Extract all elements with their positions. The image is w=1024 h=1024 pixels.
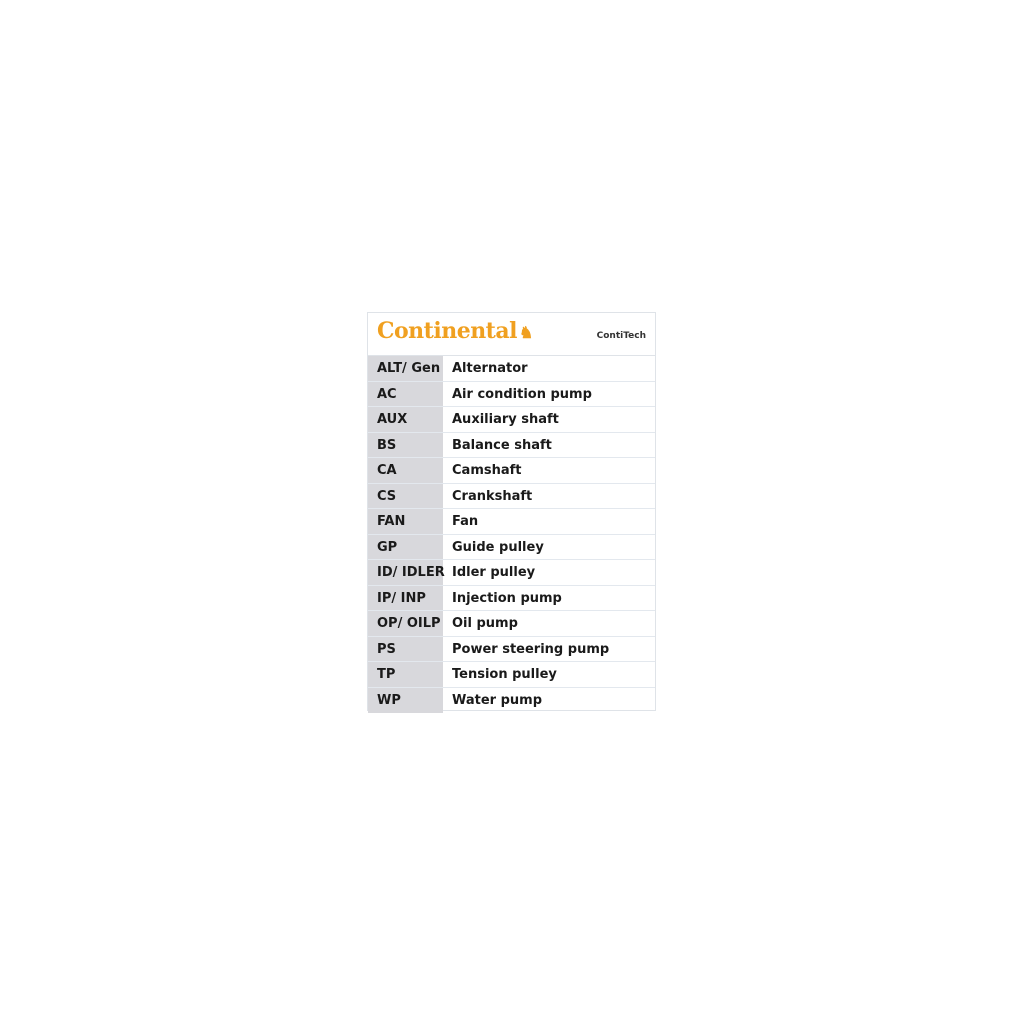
abbreviation-cell: BS bbox=[368, 432, 443, 457]
table-row: PS Power steering pump bbox=[368, 636, 655, 662]
abbreviation-cell: TP bbox=[368, 662, 443, 687]
table-row: ALT/ Gen Alternator bbox=[368, 356, 655, 382]
abbreviation-cell: WP bbox=[368, 687, 443, 713]
description-cell: Tension pulley bbox=[452, 667, 557, 682]
description-cell: Crankshaft bbox=[452, 488, 533, 504]
abbreviation-cell: AUX bbox=[368, 407, 443, 432]
description-cell: Power steering pump bbox=[452, 641, 610, 657]
description-cell: Guide pulley bbox=[452, 539, 544, 555]
abbreviation-cell: CS bbox=[368, 483, 443, 508]
table-row: OP/ OILP Oil pump bbox=[368, 611, 655, 637]
description-cell: Balance shaft bbox=[452, 437, 552, 453]
description-cell: Alternator bbox=[452, 361, 528, 376]
description-cell: Fan bbox=[452, 514, 479, 529]
abbreviation-cell: FAN bbox=[368, 509, 443, 534]
brand-text: Continental bbox=[377, 318, 517, 344]
abbreviation-cell: CA bbox=[368, 458, 443, 483]
table-row: CS Crankshaft bbox=[368, 483, 655, 509]
abbreviation-cell: GP bbox=[368, 534, 443, 559]
table-row: TP Tension pulley bbox=[368, 662, 655, 688]
table-row: ID/ IDLER Idler pulley bbox=[368, 560, 655, 586]
description-cell: Oil pump bbox=[452, 616, 518, 631]
description-cell: Idler pulley bbox=[452, 565, 536, 580]
abbreviation-cell: PS bbox=[368, 636, 443, 661]
continental-logo: Continental ♞ bbox=[377, 318, 533, 344]
table-row: BS Balance shaft bbox=[368, 432, 655, 458]
table-row: AC Air condition pump bbox=[368, 381, 655, 407]
abbreviation-cell: OP/ OILP bbox=[368, 611, 443, 636]
description-cell: Camshaft bbox=[452, 463, 522, 478]
description-cell: Auxiliary shaft bbox=[452, 412, 559, 427]
table-row: WP Water pump bbox=[368, 687, 655, 713]
legend-header: Continental ♞ ContiTech bbox=[368, 313, 655, 356]
abbreviation-cell: ID/ IDLER bbox=[368, 560, 445, 585]
table-row: IP/ INP Injection pump bbox=[368, 585, 655, 611]
contitech-label: ContiTech bbox=[596, 331, 646, 341]
abbreviation-legend: Continental ♞ ContiTech ALT/ Gen Alternato… bbox=[367, 312, 656, 713]
table-row: FAN Fan bbox=[368, 509, 655, 535]
horse-icon: ♞ bbox=[518, 323, 533, 342]
abbreviation-cell: IP/ INP bbox=[368, 585, 443, 610]
table-row: GP Guide pulley bbox=[368, 534, 655, 560]
table-row: AUX Auxiliary shaft bbox=[368, 407, 655, 433]
abbreviation-cell: ALT/ Gen bbox=[368, 356, 443, 381]
description-cell: Injection pump bbox=[452, 590, 562, 606]
description-cell: Air condition pump bbox=[452, 386, 592, 402]
legend-table: ALT/ Gen Alternator AC Air condition pump AU… bbox=[368, 356, 655, 713]
description-cell: Water pump bbox=[452, 692, 543, 708]
table-row: CA Camshaft bbox=[368, 458, 655, 484]
abbreviation-cell: AC bbox=[368, 381, 443, 406]
